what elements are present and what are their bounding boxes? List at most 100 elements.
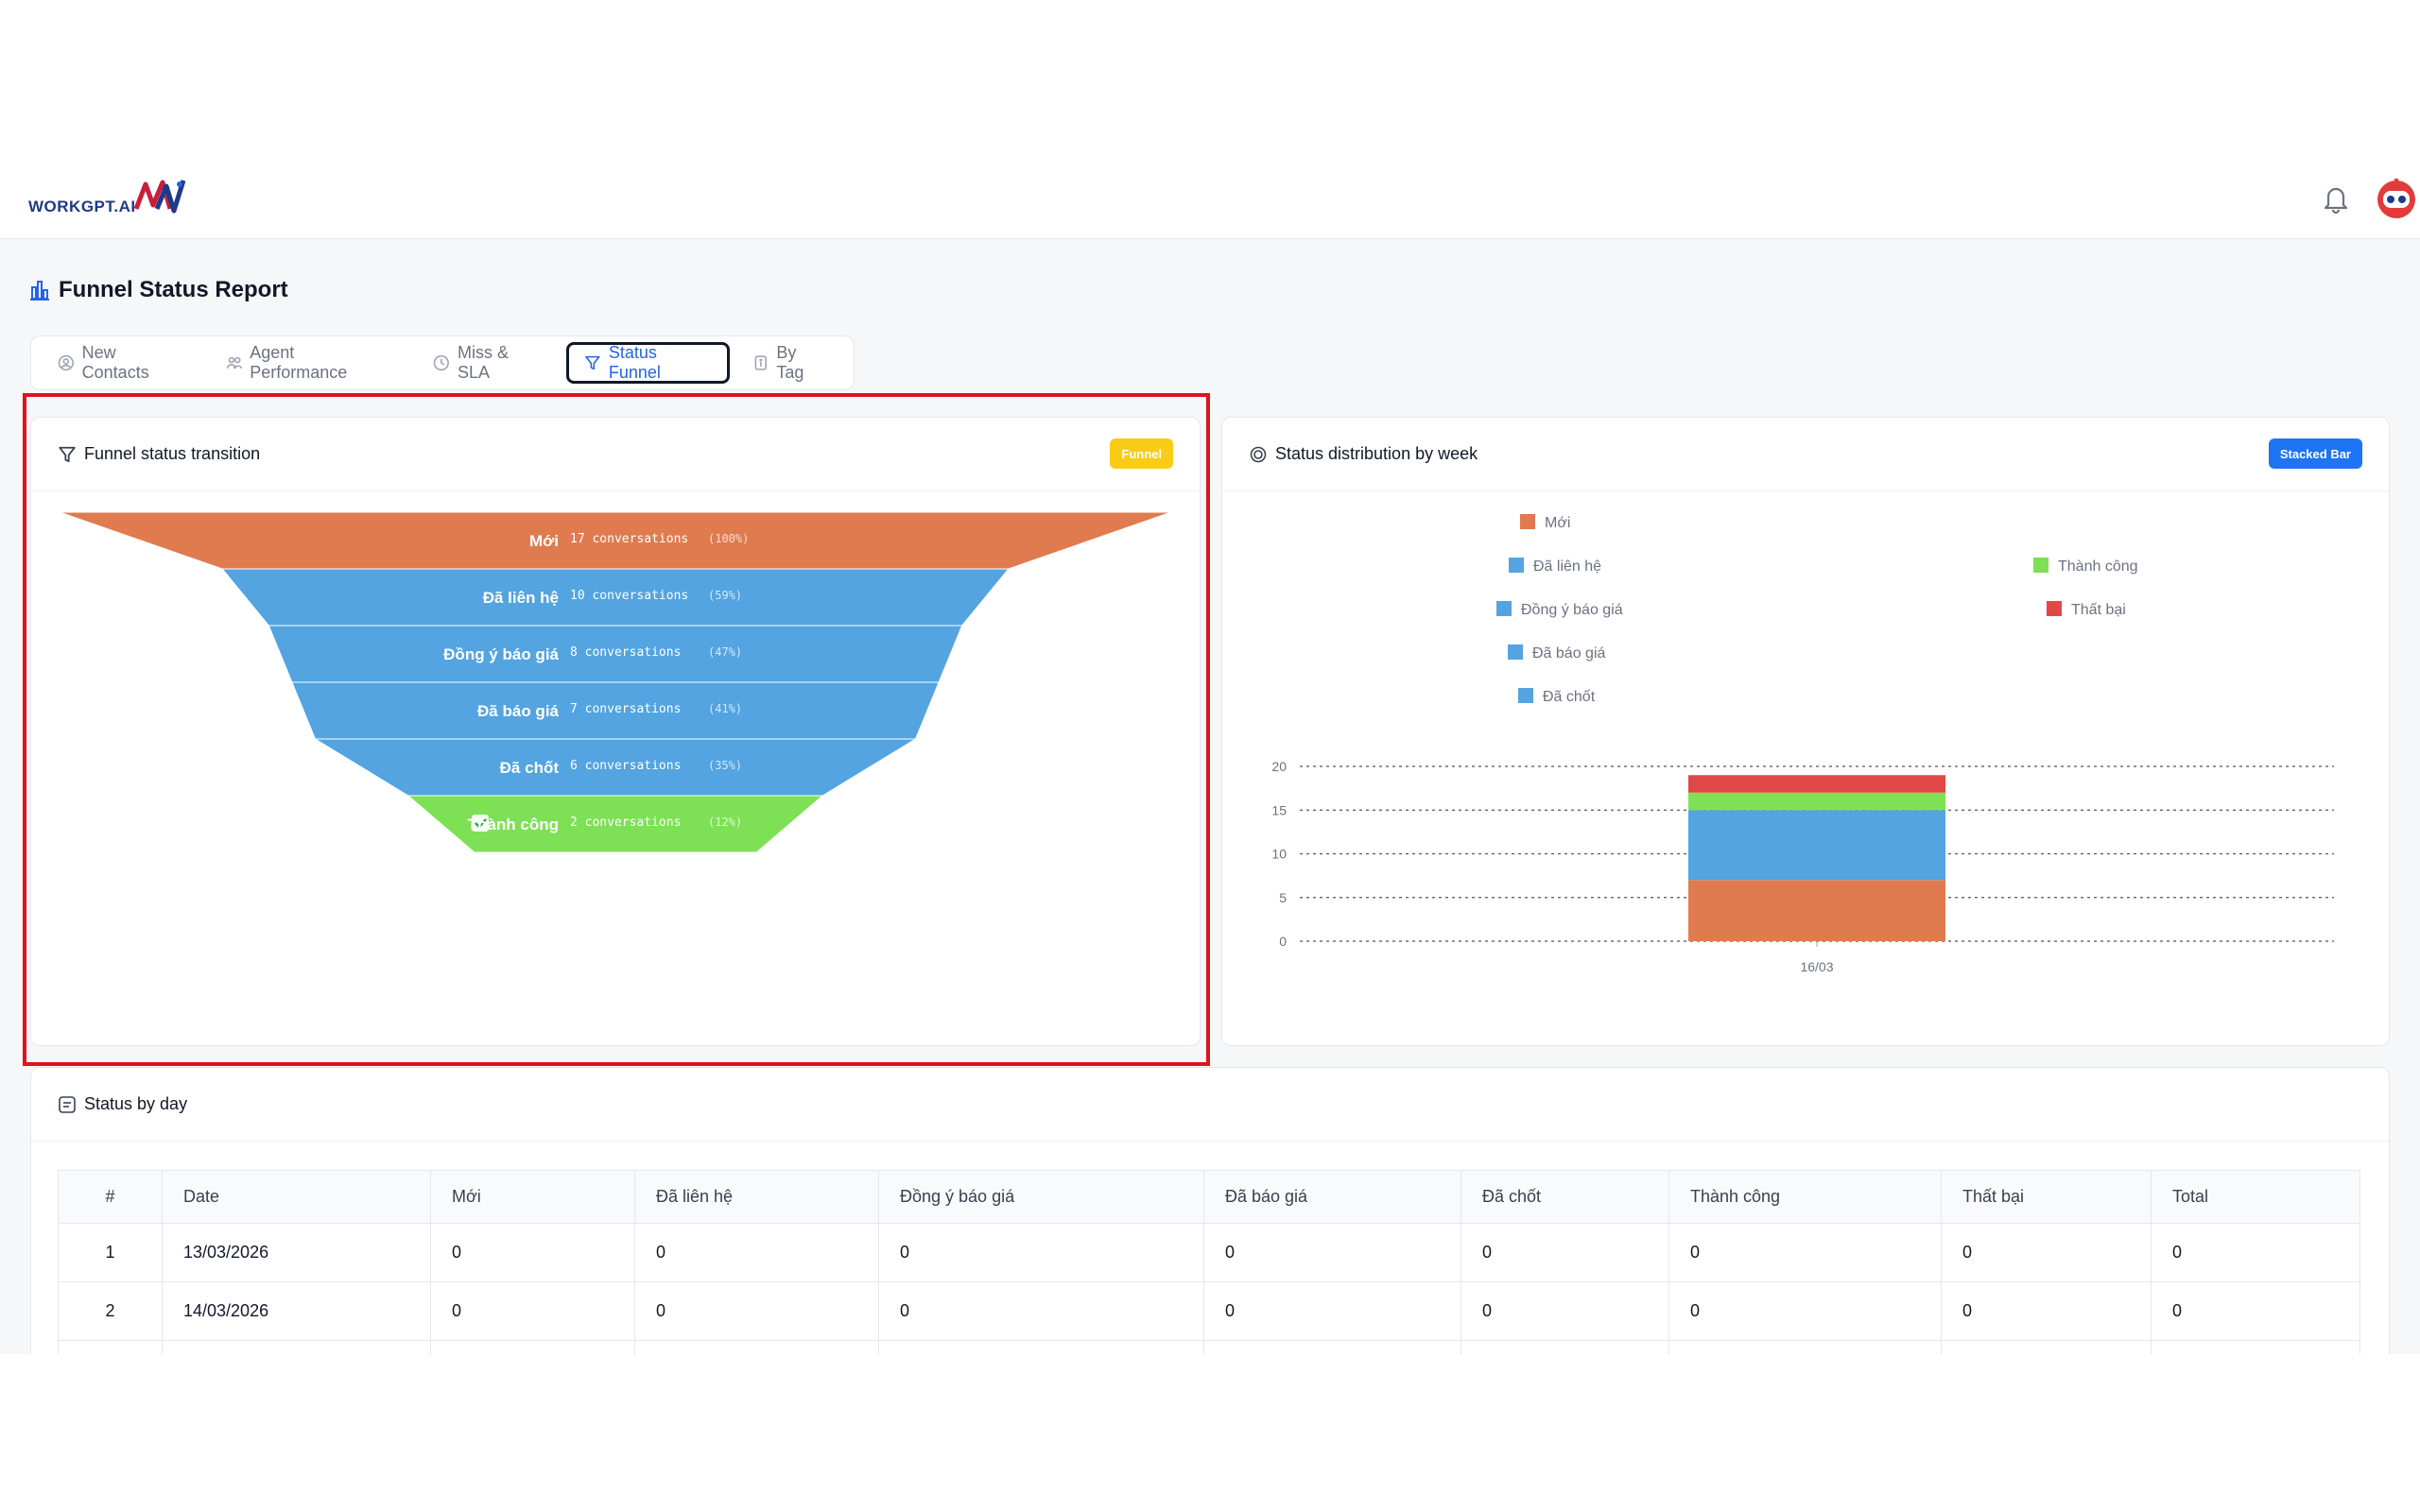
column-header[interactable]: Mới <box>430 1170 635 1224</box>
funnel-stage-count: 8 conversations <box>570 645 681 660</box>
table-cell: 0 <box>430 1223 635 1282</box>
column-header[interactable]: Thất bại <box>1941 1170 2152 1224</box>
table-cell <box>1668 1340 1942 1354</box>
bar-segment[interactable] <box>1688 810 1945 881</box>
table-cell <box>2151 1340 2360 1354</box>
column-header[interactable]: Đồng ý báo giá <box>878 1170 1204 1224</box>
status-by-day-header: Status by day <box>31 1068 2389 1142</box>
funnel-stage-label: Thành công 2 conversations (12%) <box>468 815 742 833</box>
funnel-stage-name: Đồng ý báo giá <box>443 645 559 663</box>
funnel-badge: Funnel <box>1110 438 1173 469</box>
legend-swatch <box>2033 558 2048 573</box>
funnel-stage-percent: (47%) <box>708 645 742 659</box>
logo-mark-icon <box>133 180 185 214</box>
table-row[interactable]: 1 13/03/2026 0 0 0 0 0 0 0 0 <box>58 1223 2360 1282</box>
tab-label: Status Funnel <box>608 343 661 382</box>
legend-item[interactable]: Đã chốt <box>1518 688 1596 705</box>
y-tick-label: 15 <box>1271 802 1287 817</box>
y-tick-label: 20 <box>1271 759 1287 774</box>
column-header[interactable]: Thành công <box>1668 1170 1942 1224</box>
users-icon <box>226 356 242 369</box>
table-cell <box>162 1340 431 1354</box>
legend-label: Mới <box>1545 515 1570 531</box>
legend-item[interactable]: Thành công <box>2033 558 2138 575</box>
table-cell: 0 <box>1203 1281 1461 1341</box>
table-header-row: # Date Mới Đã liên hệ Đồng ý báo giá Đã … <box>58 1170 2360 1224</box>
table-cell: 2 <box>58 1281 163 1341</box>
tab-agent-performance[interactable]: Agent Performance <box>209 342 411 384</box>
funnel-stage-percent: (59%) <box>708 589 742 602</box>
funnel-stage-name: Thành công <box>468 816 559 833</box>
bar-segment[interactable] <box>1688 792 1945 811</box>
legend-swatch <box>1518 688 1533 703</box>
legend-item[interactable]: Đồng ý báo giá <box>1496 601 1623 618</box>
page-title: Funnel Status Report <box>30 277 288 303</box>
legend-label: Đã báo giá <box>1532 645 1605 662</box>
table-cell: 0 <box>430 1281 635 1341</box>
funnel-stage-percent: (35%) <box>708 759 742 772</box>
bar-segment[interactable] <box>1688 880 1945 941</box>
table-row[interactable] <box>58 1340 2360 1354</box>
legend-swatch <box>1496 601 1512 616</box>
table-cell: 1 <box>58 1223 163 1282</box>
filter-icon <box>585 355 600 370</box>
funnel-card: Funnel status transition Funnel Mới 17 co… <box>30 417 1201 1046</box>
table-cell: 0 <box>1668 1223 1942 1282</box>
tab-new-contacts[interactable]: New Contacts <box>41 342 203 384</box>
tab-label: By Tag <box>776 343 804 382</box>
funnel-card-title: Funnel status transition <box>84 444 261 463</box>
table-cell: 14/03/2026 <box>162 1281 431 1341</box>
app-window: WORKGPT.AI Funnel Status Report <box>0 154 2420 1354</box>
funnel-stage-percent: (12%) <box>708 816 742 829</box>
table-cell <box>1941 1340 2152 1354</box>
weekly-stacked-bar-chart: Mới Đã liên hệ Đồng ý báo giá Đã báo giá Đã … <box>1271 514 2334 974</box>
legend-swatch <box>1520 514 1535 529</box>
funnel-stage-label: Đồng ý báo giá 8 conversations (47%) <box>443 645 742 663</box>
robot-avatar-icon[interactable] <box>2375 177 2418 220</box>
funnel-stage-name: Đã liên hệ <box>483 589 559 607</box>
column-header[interactable]: Đã báo giá <box>1203 1170 1461 1224</box>
table-cell <box>878 1340 1204 1354</box>
legend-item[interactable]: Đã báo giá <box>1508 644 1605 662</box>
table-cell: 0 <box>878 1223 1204 1282</box>
table-cell: 0 <box>1203 1223 1461 1282</box>
funnel-stage-count: 17 conversations <box>570 532 688 546</box>
table-cell <box>1203 1340 1461 1354</box>
table-cell: 0 <box>1461 1281 1669 1341</box>
funnel-stage-name: Đã chốt <box>500 759 560 777</box>
legend-label: Đã liên hệ <box>1533 558 1601 575</box>
pie-chart-icon <box>1250 446 1267 462</box>
tab-miss-sla[interactable]: Miss & SLA <box>416 342 561 384</box>
filter-icon <box>59 446 76 462</box>
legend-label: Đã chốt <box>1543 689 1596 705</box>
legend-item[interactable]: Mới <box>1520 514 1570 531</box>
column-header[interactable]: # <box>58 1170 163 1224</box>
legend-item[interactable]: Đã liên hệ <box>1509 558 1601 575</box>
brand-logo[interactable]: WORKGPT.AI <box>28 179 187 216</box>
funnel-stage-count: 7 conversations <box>570 702 681 716</box>
tab-status-funnel[interactable]: Status Funnel <box>566 342 730 384</box>
y-tick-label: 10 <box>1271 847 1287 862</box>
table-cell: 13/03/2026 <box>162 1223 431 1282</box>
column-header[interactable]: Date <box>162 1170 431 1224</box>
clock-icon <box>434 354 450 371</box>
table-cell: 0 <box>1941 1281 2152 1341</box>
status-by-day-table: # Date Mới Đã liên hệ Đồng ý báo giá Đã … <box>58 1170 2360 1354</box>
column-header[interactable]: Đã liên hệ <box>634 1170 879 1224</box>
column-header[interactable]: Đã chốt <box>1461 1170 1669 1224</box>
table-row[interactable]: 2 14/03/2026 0 0 0 0 0 0 0 0 <box>58 1281 2360 1341</box>
tab-by-tag[interactable]: By Tag <box>735 342 844 384</box>
logo-text: WORKGPT.AI <box>28 198 136 215</box>
y-tick-label: 5 <box>1279 890 1287 905</box>
funnel-stage-5[interactable] <box>406 795 824 853</box>
funnel-stage-percent: (100%) <box>708 532 749 545</box>
x-tick-label: 16/03 <box>1800 959 1833 974</box>
table-cell <box>1461 1340 1669 1354</box>
user-circle-icon <box>58 354 74 371</box>
table-cell: 0 <box>1668 1281 1942 1341</box>
legend-item[interactable]: Thất bại <box>2047 601 2126 618</box>
column-header[interactable]: Total <box>2151 1170 2360 1224</box>
bar-segment[interactable] <box>1688 775 1945 793</box>
bell-icon[interactable] <box>2320 182 2352 215</box>
status-by-day-title: Status by day <box>84 1094 188 1113</box>
